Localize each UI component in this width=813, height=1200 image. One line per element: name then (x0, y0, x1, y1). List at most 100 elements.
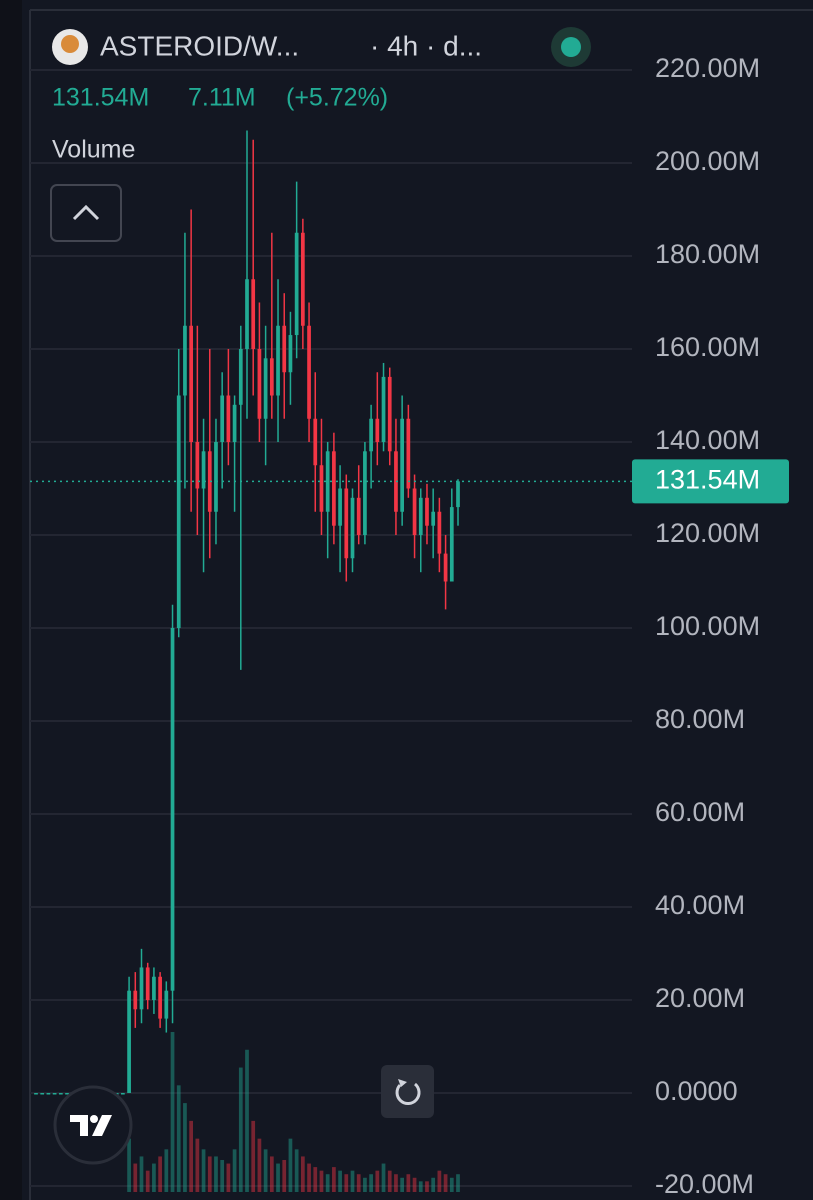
candle-body (189, 325, 194, 442)
change: 7.11M (188, 84, 256, 112)
volume-bar (394, 1174, 398, 1192)
volume-bar (400, 1177, 405, 1192)
volume-bar (425, 1181, 429, 1192)
candle-body (437, 511, 442, 554)
y-tick-label: 140.00M (655, 425, 760, 455)
volume-bar (338, 1170, 342, 1192)
candle-body (400, 418, 405, 512)
last-price-label: 131.54M (655, 464, 760, 494)
volume-bar (369, 1174, 373, 1192)
volume-bar (189, 1120, 194, 1192)
volume-bar (412, 1177, 417, 1192)
side-panel (0, 0, 22, 1200)
volume-bar (257, 1138, 262, 1192)
candle-body (139, 967, 144, 1010)
candle-body (232, 404, 237, 442)
volume-bar (418, 1181, 423, 1192)
reset-button[interactable] (381, 1065, 434, 1118)
candle-body (325, 451, 330, 512)
candle-body (152, 976, 156, 1000)
volume-bar (214, 1156, 218, 1192)
volume-bar (170, 1032, 175, 1192)
volume-bar (152, 1163, 156, 1192)
volume-bar (456, 1174, 460, 1192)
y-tick-label: 60.00M (655, 797, 745, 827)
volume-bar (313, 1167, 318, 1192)
collapse-button[interactable] (50, 184, 122, 242)
volume-bar (263, 1149, 268, 1192)
volume-bar (133, 1163, 138, 1192)
logo-mark (70, 1115, 112, 1136)
candle-body (127, 990, 131, 1093)
y-tick-label: 160.00M (655, 332, 760, 362)
volume-bar (139, 1156, 144, 1192)
candle-body (319, 465, 324, 512)
interval[interactable]: · 4h · d... (370, 30, 482, 61)
candle-body (443, 553, 448, 582)
volume-bar (276, 1163, 280, 1192)
volume-bar (195, 1138, 200, 1192)
volume-bar (238, 1067, 243, 1192)
candle-body (220, 395, 225, 442)
symbol-icon (61, 35, 79, 53)
volume-bar (127, 1138, 131, 1192)
y-tick-label: 120.00M (655, 518, 760, 548)
candle-body (350, 497, 355, 559)
y-tick-label: 40.00M (655, 890, 745, 920)
volume-bar (245, 1049, 249, 1192)
y-tick-label: 0.0000 (655, 1076, 738, 1106)
status-dot (561, 37, 581, 57)
reset-icon (398, 1079, 407, 1087)
symbol[interactable]: ASTEROID/W... (100, 30, 299, 61)
candle-body (170, 628, 175, 991)
candle-body (251, 279, 256, 349)
y-tick-label: 80.00M (655, 704, 745, 734)
volume-bar (344, 1174, 349, 1192)
volume-bar (300, 1156, 305, 1192)
volume-bar (282, 1160, 287, 1192)
volume-bar (443, 1174, 448, 1192)
volume-bar (269, 1156, 274, 1192)
volume-bar (449, 1177, 454, 1192)
volume-bar (319, 1170, 324, 1192)
candle-body (121, 1093, 125, 1095)
candle-body (344, 488, 349, 559)
candle-body (201, 451, 206, 489)
volume-bar (332, 1167, 336, 1192)
candle-body (276, 325, 280, 396)
y-tick-label: -20.00M (655, 1169, 754, 1199)
volume-bar (145, 1170, 150, 1192)
y-tick-label: 100.00M (655, 611, 760, 641)
volume-bar (431, 1177, 436, 1192)
candle-body (58, 1093, 63, 1095)
candle-body (214, 442, 218, 512)
volume-bar (381, 1163, 386, 1192)
volume-bar (220, 1160, 225, 1192)
candle-body (456, 481, 460, 508)
change-pct: (+5.72%) (286, 84, 388, 112)
volume-bar (176, 1085, 181, 1192)
volume-bar (437, 1170, 442, 1192)
volume-bar (387, 1170, 392, 1192)
candle-body (269, 358, 274, 396)
candle-body (387, 376, 392, 452)
candle-body (176, 395, 181, 628)
volume-bar (325, 1174, 330, 1192)
volume-bar (207, 1156, 212, 1192)
candle-body (245, 279, 249, 349)
reset-icon (395, 1082, 421, 1105)
volume-bar (375, 1170, 380, 1192)
candle-body (34, 1093, 38, 1095)
candle-body (363, 451, 367, 535)
candle-body (375, 418, 380, 442)
logo[interactable] (53, 1085, 133, 1165)
volume-bar (183, 1103, 187, 1192)
candle-body (300, 232, 305, 326)
candle-body (195, 442, 200, 489)
candle-body (356, 497, 361, 535)
candle-body (145, 967, 150, 1000)
candle-body (307, 325, 311, 419)
